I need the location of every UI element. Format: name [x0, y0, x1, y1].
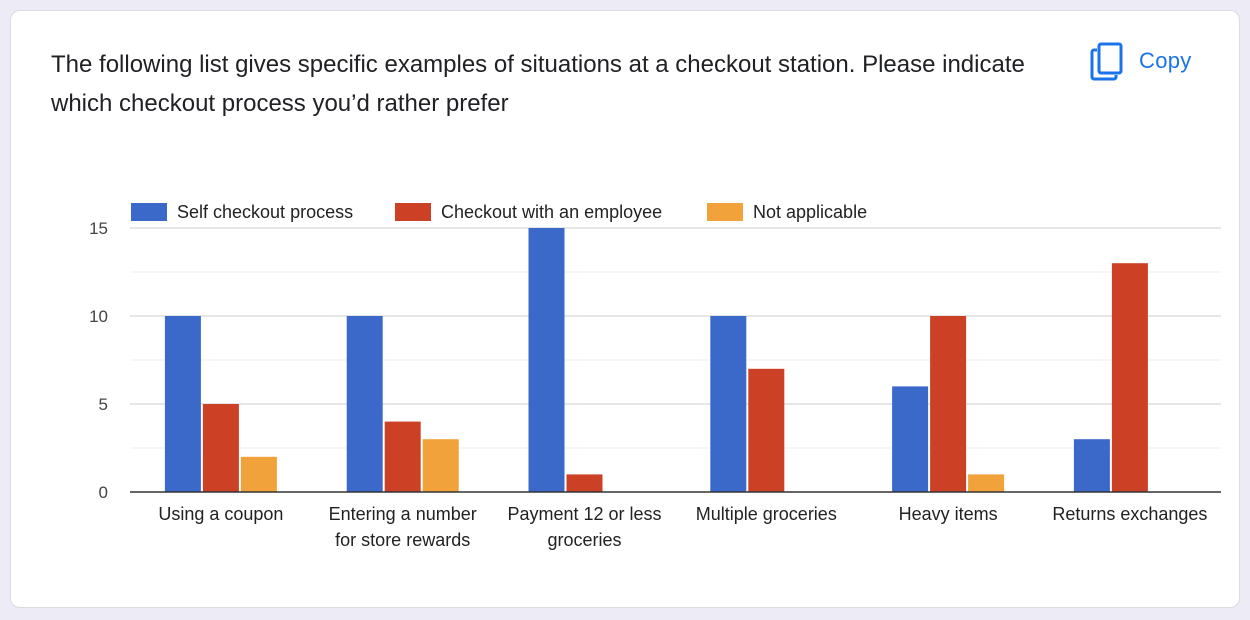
legend-label: Not applicable	[753, 202, 867, 222]
question-card: The following list gives specific exampl…	[10, 10, 1240, 608]
legend-label: Self checkout process	[177, 202, 353, 222]
legend-swatch	[395, 203, 431, 221]
bar	[1111, 263, 1148, 492]
bar	[422, 439, 459, 492]
y-tick-label: 15	[89, 219, 108, 238]
y-tick-label: 0	[99, 483, 108, 502]
bar	[1073, 439, 1110, 492]
copy-button[interactable]: Copy	[1089, 41, 1192, 81]
legend-label: Checkout with an employee	[441, 202, 662, 222]
bar	[892, 386, 929, 492]
question-title: The following list gives specific exampl…	[51, 51, 1025, 117]
x-tick-label: for store rewards	[335, 530, 470, 550]
y-tick-label: 10	[89, 307, 108, 326]
bar	[202, 404, 239, 492]
copy-button-label: Copy	[1139, 48, 1192, 73]
legend-swatch	[131, 203, 167, 221]
copy-icon	[1089, 41, 1125, 81]
bar	[164, 316, 201, 492]
bar	[930, 316, 967, 492]
y-tick-label: 5	[99, 395, 108, 414]
x-tick-label: Payment 12 or less	[507, 504, 661, 524]
x-tick-label: Entering a number	[329, 504, 477, 524]
bar	[566, 474, 603, 492]
bar	[346, 316, 383, 492]
x-tick-label: Multiple groceries	[696, 504, 837, 524]
bar	[710, 316, 747, 492]
bar	[748, 368, 785, 492]
bar	[384, 421, 421, 492]
x-tick-label: Using a coupon	[158, 504, 283, 524]
x-tick-label: groceries	[547, 530, 621, 550]
bar	[240, 456, 277, 492]
bar	[968, 474, 1005, 492]
legend-swatch	[707, 203, 743, 221]
x-tick-label: Returns exchanges	[1052, 504, 1207, 524]
bar	[528, 228, 565, 492]
x-tick-label: Heavy items	[899, 504, 998, 524]
